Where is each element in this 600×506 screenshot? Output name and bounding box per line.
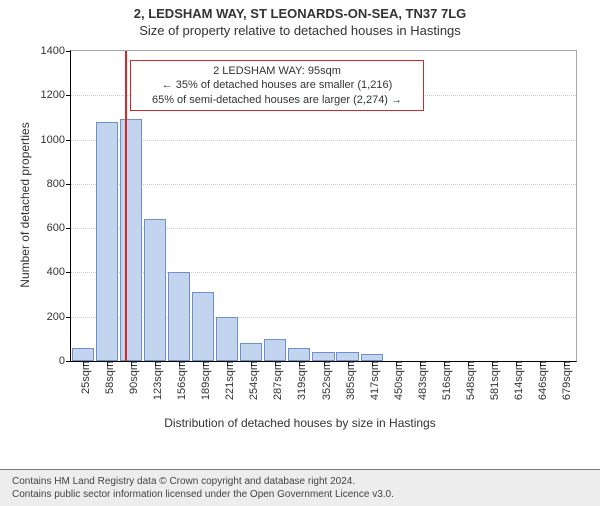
histogram-bar [240,343,262,361]
footer-line: Contains HM Land Registry data © Crown c… [12,475,588,488]
xtick-label: 58sqm [98,361,116,394]
xtick-label: 614sqm [507,361,525,400]
footer-line: Contains public sector information licen… [12,488,588,501]
ytick-label: 400 [47,266,71,278]
gridline [71,140,576,141]
xtick-label: 156sqm [170,361,188,400]
xtick-label: 385sqm [339,361,357,400]
y-axis-label: Number of detached properties [18,122,32,287]
x-axis-label: Distribution of detached houses by size … [0,416,600,430]
xtick-label: 254sqm [242,361,260,400]
xtick-label: 417sqm [363,361,381,400]
xtick-label: 221sqm [218,361,236,400]
histogram-bar [361,354,383,361]
ytick-label: 200 [47,311,71,323]
gridline [71,184,576,185]
xtick-label: 189sqm [194,361,212,400]
xtick-label: 548sqm [459,361,477,400]
histogram-bar [168,272,190,361]
histogram-bar [264,339,286,361]
xtick-label: 287sqm [266,361,284,400]
histogram-bar [288,348,310,361]
xtick-label: 123sqm [146,361,164,400]
footer-attribution: Contains HM Land Registry data © Crown c… [0,469,600,506]
xtick-label: 352sqm [315,361,333,400]
annotation-line: 2 LEDSHAM WAY: 95sqm [137,64,417,78]
histogram-bar [312,352,334,361]
annotation-line: ← 35% of detached houses are smaller (1,… [137,78,417,92]
chart-title-primary: 2, LEDSHAM WAY, ST LEONARDS-ON-SEA, TN37… [0,6,600,21]
xtick-label: 483sqm [411,361,429,400]
annotation-line: 65% of semi-detached houses are larger (… [137,93,417,107]
histogram-bar [96,122,118,361]
ytick-label: 1000 [41,134,71,146]
histogram-bar [144,219,166,361]
xtick-label: 450sqm [387,361,405,400]
histogram-bar [120,119,142,361]
histogram-bar [336,352,358,361]
reference-line [125,51,127,361]
xtick-label: 516sqm [435,361,453,400]
ytick-label: 1400 [41,45,71,57]
ytick-label: 0 [59,355,71,367]
ytick-label: 1200 [41,89,71,101]
xtick-label: 581sqm [483,361,501,400]
xtick-label: 90sqm [122,361,140,394]
xtick-label: 679sqm [555,361,573,400]
ytick-label: 800 [47,178,71,190]
xtick-label: 319sqm [290,361,308,400]
xtick-label: 25sqm [74,361,92,394]
chart-title-secondary: Size of property relative to detached ho… [0,23,600,38]
annotation-callout: 2 LEDSHAM WAY: 95sqm ← 35% of detached h… [130,60,424,111]
histogram-bar [72,348,94,361]
histogram-bar [216,317,238,361]
xtick-label: 646sqm [531,361,549,400]
ytick-label: 600 [47,222,71,234]
histogram-bar [192,292,214,361]
